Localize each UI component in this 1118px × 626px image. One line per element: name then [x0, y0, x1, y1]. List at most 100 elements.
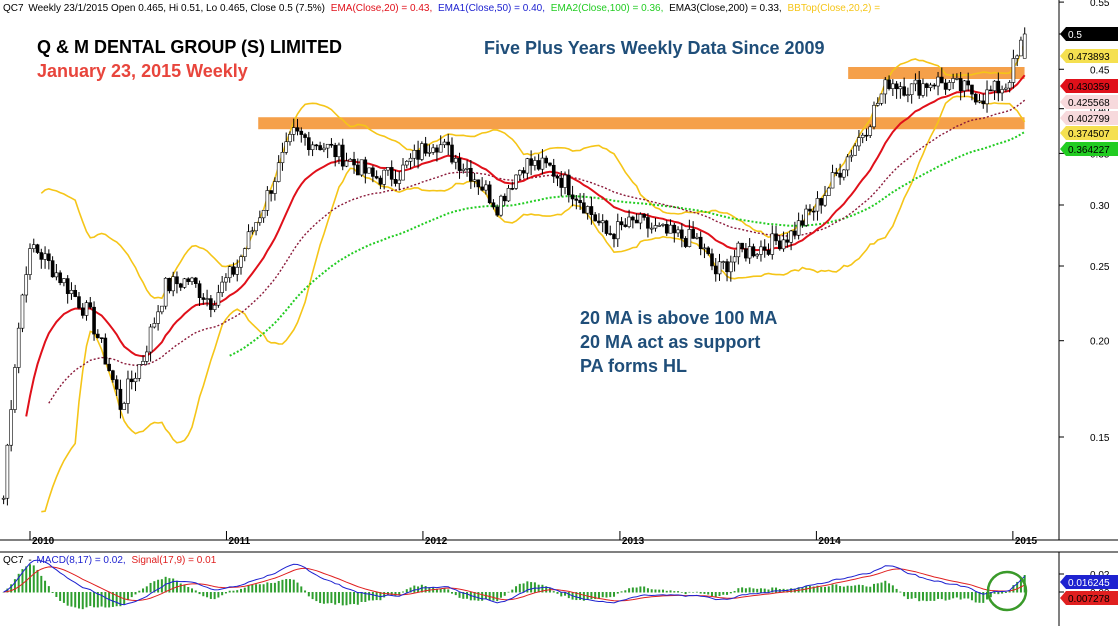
macd-histogram-bar: [450, 592, 453, 594]
candle-down: [744, 248, 748, 259]
macd-histogram-bar: [680, 592, 683, 593]
macd-histogram-bar: [315, 592, 318, 602]
macd-histogram-bar: [963, 592, 966, 599]
macd-histogram-bar: [281, 579, 284, 593]
candle-up: [235, 266, 240, 275]
macd-histogram-bar: [910, 592, 913, 599]
candle-up: [759, 246, 763, 255]
candle: [322, 142, 326, 153]
candle-down: [970, 84, 974, 95]
macd-histogram-bar: [993, 592, 996, 594]
macd-histogram-bar: [575, 592, 578, 601]
macd-histogram-bar: [677, 591, 680, 593]
macd-histogram-bar: [854, 585, 857, 593]
macd-histogram-bar: [409, 587, 412, 593]
candle: [216, 284, 221, 308]
candle: [593, 212, 597, 222]
candle: [713, 258, 718, 282]
candle-down: [634, 219, 639, 224]
candle-up: [1, 497, 6, 500]
candle: [823, 185, 827, 207]
candle-down: [924, 83, 929, 88]
macd-histogram-bar: [469, 592, 472, 601]
macd-histogram-bar: [273, 582, 276, 593]
candle: [495, 204, 500, 217]
candle-down: [167, 277, 172, 292]
candle-up: [913, 79, 918, 85]
candle-up: [273, 181, 277, 194]
candle: [435, 144, 439, 162]
macd-histogram-bar: [270, 583, 273, 593]
macd-histogram-bar: [937, 592, 940, 599]
price-tick-label: 0.40: [1090, 105, 1110, 116]
candle-up: [31, 244, 36, 249]
candle: [860, 132, 865, 144]
candle: [962, 79, 967, 98]
macd-histogram-bar: [337, 592, 340, 604]
time-tick-label: 2014: [818, 536, 841, 547]
macd-histogram-bar: [635, 587, 638, 593]
candle-down: [777, 240, 782, 250]
macd-histogram-bar: [507, 591, 510, 593]
macd-histogram-bar: [326, 592, 329, 604]
macd-tag-label: 0.016245: [1068, 578, 1110, 589]
candle-down: [299, 130, 304, 135]
candle-up: [337, 144, 341, 158]
candle: [902, 77, 906, 97]
candle: [883, 77, 888, 104]
candle-up: [898, 86, 903, 90]
macd-histogram-bar: [466, 592, 469, 599]
macd-histogram-bar: [737, 588, 740, 593]
candle-down: [314, 144, 319, 147]
candle-down: [544, 157, 548, 164]
price-axis-ticks: 0.550.500.450.400.350.300.250.200.15: [1059, 0, 1110, 444]
candle-down: [457, 158, 462, 171]
candle-up: [518, 170, 522, 176]
candle-up: [755, 254, 759, 257]
macd-histogram-bar: [594, 592, 597, 600]
candle-down: [77, 296, 81, 309]
macd-histogram-bar: [59, 592, 62, 601]
macd-histogram-bar: [194, 590, 197, 593]
macd-histogram-bar: [100, 592, 103, 607]
candle: [909, 83, 914, 104]
candle: [544, 155, 548, 168]
candle: [69, 282, 74, 300]
macd-histogram-bar: [564, 592, 567, 596]
macd-histogram-bar: [1016, 581, 1019, 593]
candle: [337, 142, 341, 165]
candle: [209, 295, 213, 318]
macd-histogram-bar: [477, 592, 480, 601]
candle: [631, 215, 635, 229]
time-tick-label: 2013: [622, 536, 645, 547]
candle: [955, 73, 959, 81]
candle-up: [853, 145, 857, 156]
candle-down: [333, 144, 337, 158]
candle: [65, 275, 70, 304]
macd-histogram-bar: [183, 585, 186, 593]
candle: [382, 169, 386, 190]
candle-down: [646, 217, 650, 229]
candle-up: [947, 82, 952, 90]
candle-down: [469, 167, 473, 182]
candle-up: [627, 216, 631, 227]
candle-down: [811, 210, 816, 213]
candle-down: [209, 298, 213, 310]
candle: [487, 181, 492, 205]
macd-histogram-bar: [304, 590, 307, 593]
macd-histogram-bar: [360, 592, 363, 602]
candle-up: [823, 195, 827, 206]
candle-down: [838, 172, 842, 178]
macd-histogram-bar: [17, 573, 20, 593]
candle-up: [472, 179, 477, 182]
candle: [985, 80, 989, 113]
candle-down: [480, 186, 484, 191]
macd-histogram-bar: [710, 592, 713, 597]
candle: [62, 278, 66, 287]
candle: [687, 219, 692, 248]
candle-up: [676, 229, 680, 234]
price-tag: 0.430359: [1060, 79, 1118, 93]
candle-down: [371, 167, 375, 177]
candle-up: [815, 198, 820, 212]
macd-histogram-bar: [695, 591, 698, 593]
